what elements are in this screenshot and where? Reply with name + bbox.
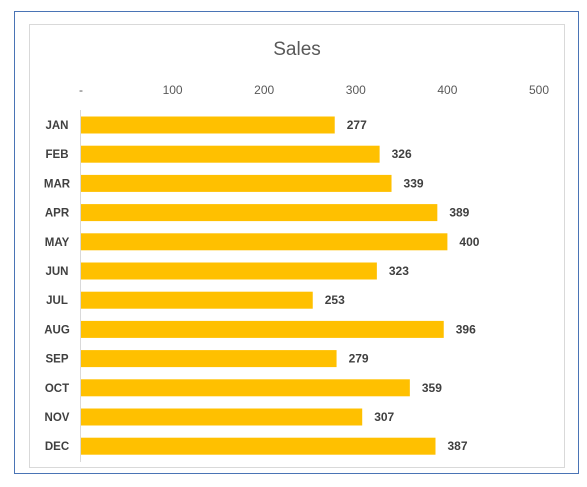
category-label: AUG xyxy=(44,324,70,336)
bar xyxy=(81,291,313,309)
bar xyxy=(81,437,436,455)
bar xyxy=(81,174,392,192)
data-label: 359 xyxy=(422,381,442,395)
bar xyxy=(81,145,380,163)
category-label: FEB xyxy=(46,149,69,161)
bar xyxy=(81,233,448,251)
category-label: JAN xyxy=(45,120,68,132)
x-tick-label: 400 xyxy=(437,83,457,97)
data-label: 307 xyxy=(374,410,394,424)
category-label: DEC xyxy=(45,441,69,453)
bar xyxy=(81,204,438,222)
data-label: 253 xyxy=(325,293,345,307)
data-label: 389 xyxy=(449,206,469,220)
category-label: NOV xyxy=(45,412,70,424)
data-label: 339 xyxy=(404,176,424,190)
bar xyxy=(81,408,363,426)
data-label: 279 xyxy=(349,352,369,366)
bar xyxy=(81,116,335,134)
category-label: JUL xyxy=(46,295,68,307)
data-label: 400 xyxy=(459,235,479,249)
data-label: 396 xyxy=(456,322,476,336)
category-label: MAR xyxy=(44,178,71,190)
data-label: 387 xyxy=(447,439,467,453)
x-tick-label: 100 xyxy=(163,83,183,97)
x-tick-label: 500 xyxy=(529,83,549,97)
data-label: 277 xyxy=(347,118,367,132)
category-label: APR xyxy=(45,208,70,220)
bar xyxy=(81,350,337,368)
bar xyxy=(81,262,377,280)
category-label: JUN xyxy=(45,266,68,278)
bar xyxy=(81,379,410,397)
category-label: SEP xyxy=(45,354,68,366)
x-tick-label: 300 xyxy=(346,83,366,97)
bars: JAN 277 FEB 326 MAR 339 APR 389 MAY 400 JUN 323 JUL 2… xyxy=(44,116,480,455)
x-axis: - 100 200 300 400 500 xyxy=(79,83,549,97)
x-tick-label: 200 xyxy=(254,83,274,97)
bar xyxy=(81,320,444,338)
chart-title: Sales xyxy=(273,39,321,60)
category-label: OCT xyxy=(45,383,69,395)
data-label: 326 xyxy=(392,147,412,161)
data-label: 323 xyxy=(389,264,409,278)
x-tick-label: - xyxy=(79,83,83,97)
category-label: MAY xyxy=(45,237,70,249)
